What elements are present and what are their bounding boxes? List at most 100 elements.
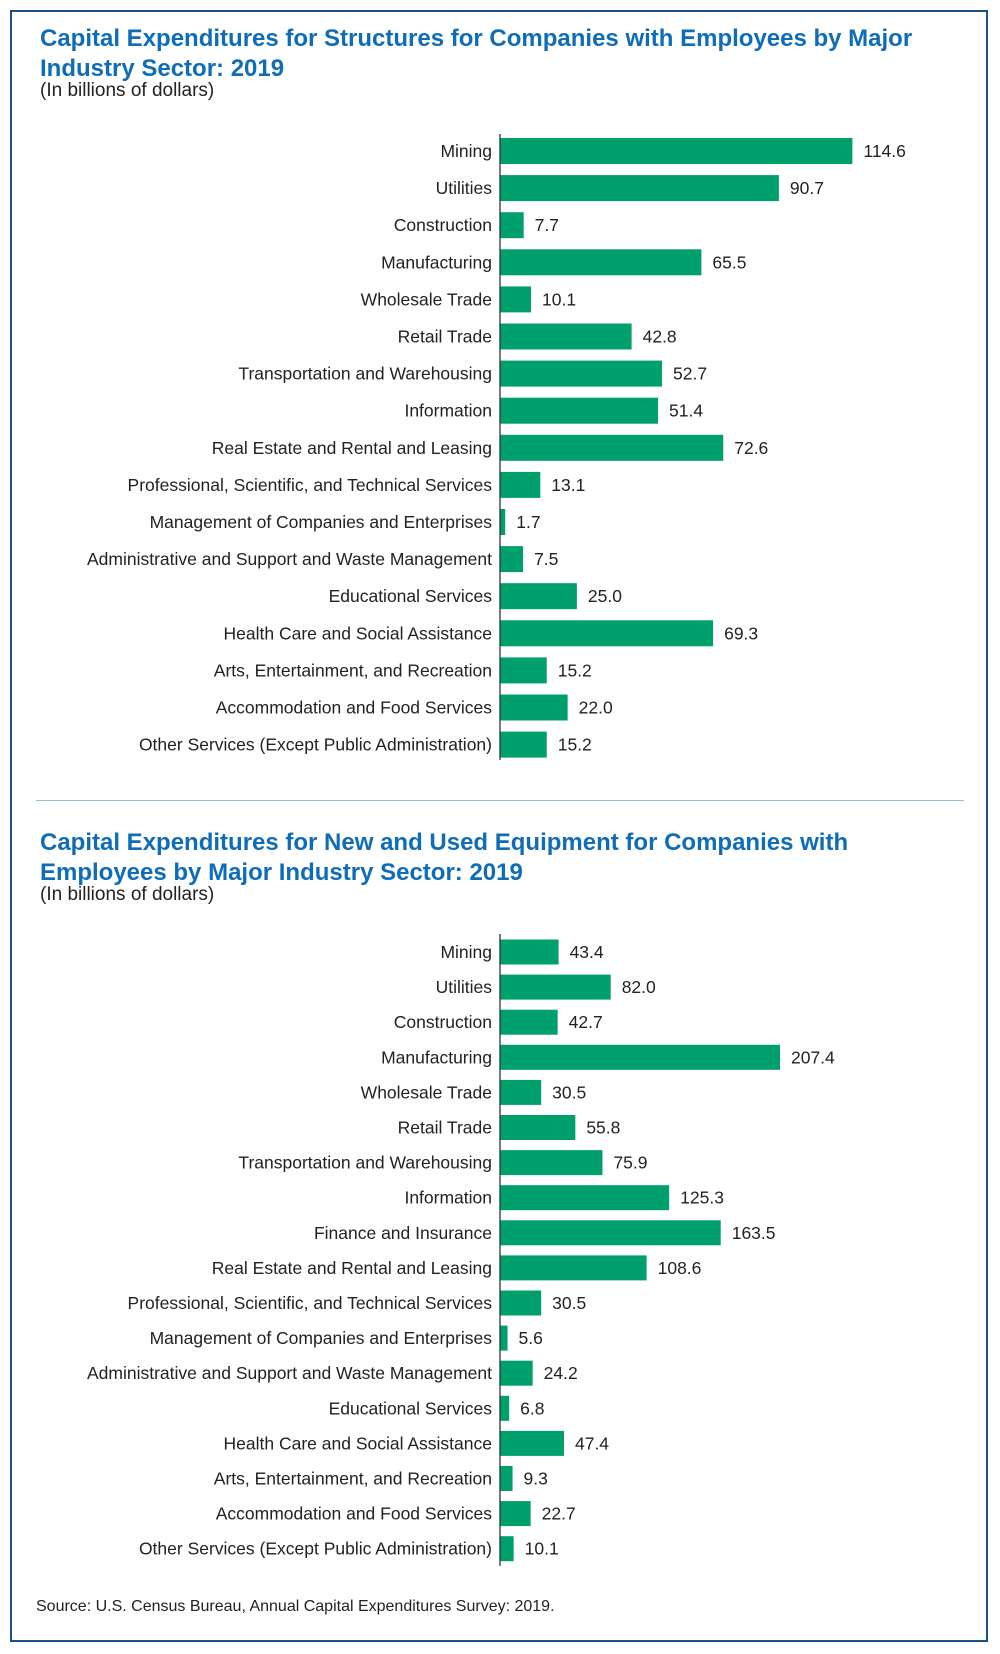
value-label: 114.6 [863,141,906,161]
category-label: Mining [440,942,492,962]
value-label: 108.6 [658,1258,702,1278]
category-label: Administrative and Support and Waste Man… [87,549,492,569]
bar [500,731,547,758]
chart-1-subtitle: (In billions of dollars) [40,80,215,101]
category-label: Educational Services [329,586,493,606]
bar [500,546,524,573]
category-label: Transportation and Warehousing [238,1153,492,1173]
value-label: 10.1 [542,289,576,309]
value-label: 25.0 [588,586,622,606]
bar [500,212,524,239]
value-label: 51.4 [669,401,703,421]
value-label: 42.7 [569,1012,603,1032]
value-label: 22.0 [579,698,613,718]
bar [500,1185,670,1211]
category-label: Information [404,1188,492,1208]
bar [500,397,659,424]
value-label: 125.3 [680,1188,724,1208]
category-label: Accommodation and Food Services [216,1504,492,1524]
category-label: Construction [394,215,492,235]
bar [500,1220,721,1246]
chart-1-title: Capital Expenditures for Structures for … [40,25,913,82]
value-label: 65.5 [712,252,746,272]
bar [500,1536,514,1562]
value-label: 72.6 [734,438,768,458]
category-label: Utilities [436,178,493,198]
value-label: 52.7 [673,364,707,384]
value-label: 6.8 [520,1398,544,1418]
category-label: Construction [394,1012,492,1032]
value-label: 75.9 [613,1153,647,1173]
value-label: 10.1 [525,1539,559,1559]
category-label: Real Estate and Rental and Leasing [212,438,492,458]
category-label: Arts, Entertainment, and Recreation [214,1469,492,1489]
bar [500,138,853,164]
category-label: Professional, Scientific, and Technical … [128,1293,493,1313]
bar [500,471,541,498]
bar [500,939,559,965]
value-label: 55.8 [586,1118,620,1138]
chart-2-title: Capital Expenditures for New and Used Eq… [40,829,849,886]
category-label: Real Estate and Rental and Leasing [212,1258,492,1278]
bar [500,509,506,535]
bar [500,1115,576,1140]
value-label: 43.4 [570,942,604,962]
bar [500,1079,542,1105]
category-label: Arts, Entertainment, and Recreation [214,660,492,680]
category-label: Educational Services [329,1398,493,1418]
value-label: 30.5 [552,1082,586,1102]
category-label: Other Services (Except Public Administra… [139,1539,492,1559]
bar [500,1044,780,1070]
category-label: Health Care and Social Assistance [224,623,492,643]
category-label: Manufacturing [381,252,492,272]
category-label: Mining [440,141,492,161]
value-label: 30.5 [552,1293,586,1313]
category-label: Transportation and Warehousing [238,364,492,384]
bar [500,1395,510,1421]
bar [500,620,714,647]
category-label: Manufacturing [381,1047,492,1067]
bar [500,1430,564,1456]
category-label: Wholesale Trade [361,289,492,309]
chart-1-structures: Mining 114.6 Utilities 90.7 Construction 7.7 M… [87,134,906,760]
bar [500,360,663,387]
value-label: 7.7 [535,215,559,235]
category-label: Retail Trade [398,327,492,347]
chart-2-subtitle: (In billions of dollars) [40,884,215,905]
value-label: 69.3 [724,623,758,643]
bar [500,1466,513,1491]
bar [500,323,632,350]
value-label: 5.6 [519,1328,543,1348]
value-label: 42.8 [643,327,677,347]
category-label: Utilities [436,977,493,997]
category-label: Administrative and Support and Waste Man… [87,1363,492,1383]
category-label: Information [404,401,492,421]
bar [500,286,532,313]
value-label: 1.7 [516,512,540,532]
chart-2-equipment: Mining 43.4 Utilities 82.0 Construction 42.7 M… [87,934,835,1566]
bar [500,249,702,276]
category-label: Wholesale Trade [361,1082,492,1102]
category-label: Professional, Scientific, and Technical … [128,475,493,495]
bar [500,1325,508,1351]
figure-frame [10,10,988,1642]
bar [500,1009,558,1035]
bar [500,694,568,721]
value-label: 15.2 [558,660,592,680]
category-label: Finance and Insurance [314,1223,492,1243]
value-label: 13.1 [551,475,585,495]
source-note: Source: U.S. Census Bureau, Annual Capit… [36,1598,555,1615]
category-label: Management of Companies and Enterprises [150,512,493,532]
category-label: Other Services (Except Public Administra… [139,735,492,755]
bar [500,1150,603,1176]
value-label: 22.7 [542,1504,576,1524]
value-label: 163.5 [732,1223,776,1243]
value-label: 47.4 [575,1433,609,1453]
bar [500,1501,531,1527]
value-label: 24.2 [544,1363,578,1383]
bar [500,583,577,610]
value-label: 9.3 [524,1469,548,1489]
value-label: 207.4 [791,1047,835,1067]
value-label: 7.5 [534,549,558,569]
bar [500,175,779,202]
